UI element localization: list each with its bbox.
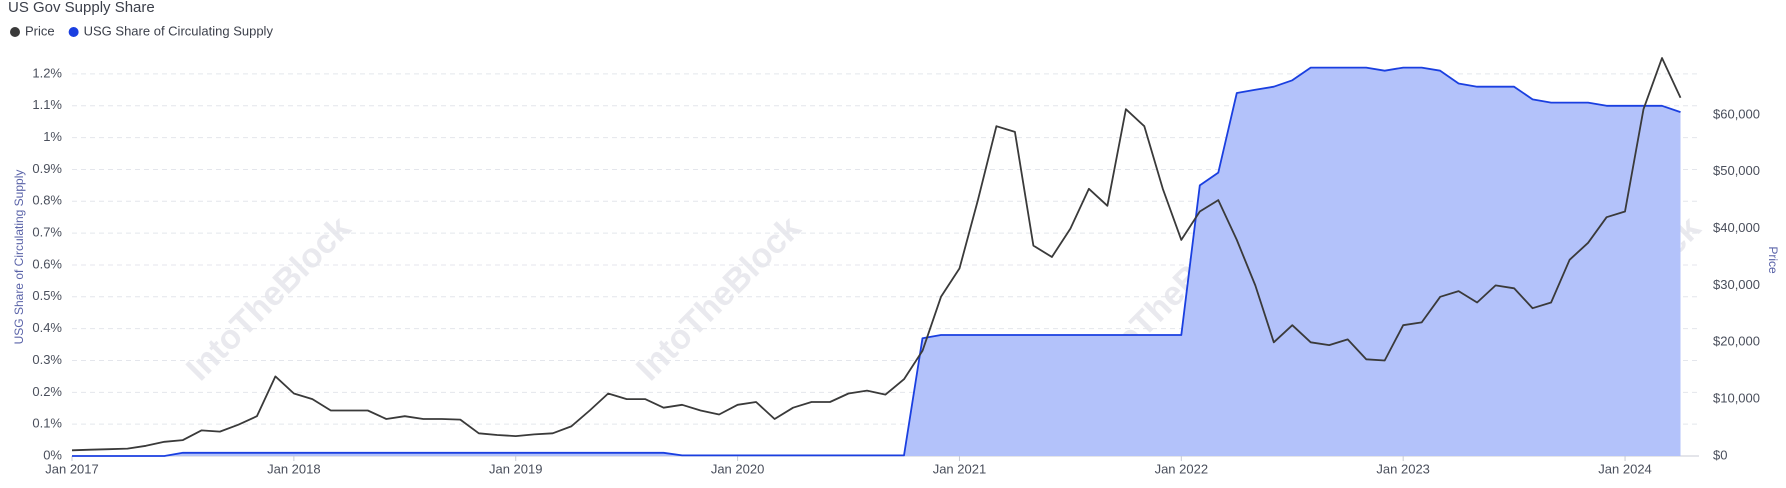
y-tick-label: 1.2% xyxy=(32,65,62,80)
y-tick-label: 0.2% xyxy=(32,384,62,399)
watermark: IntoTheBlock xyxy=(629,209,808,388)
y2-tick-label: $10,000 xyxy=(1713,391,1760,406)
y2-tick-label: $60,000 xyxy=(1713,106,1760,121)
y-tick-label: 1% xyxy=(43,129,62,144)
area xyxy=(72,67,1681,456)
legend-label: Price xyxy=(25,23,55,38)
x-tick-label: Jan 2021 xyxy=(933,461,987,476)
y-axis-title: USG Share of Circulating Supply xyxy=(12,170,26,345)
x-tick-label: Jan 2017 xyxy=(45,461,99,476)
y-tick-label: 0.7% xyxy=(32,225,62,240)
x-tick-label: Jan 2022 xyxy=(1155,461,1209,476)
y2-tick-label: $0 xyxy=(1713,447,1727,462)
y-tick-label: 0.8% xyxy=(32,193,62,208)
y-tick-label: 0.1% xyxy=(32,416,62,431)
y2-tick-label: $50,000 xyxy=(1713,163,1760,178)
x-tick-label: Jan 2023 xyxy=(1376,461,1430,476)
y2-tick-label: $20,000 xyxy=(1713,334,1760,349)
y2-tick-label: $30,000 xyxy=(1713,277,1760,292)
x-tick-label: Jan 2020 xyxy=(711,461,765,476)
y-tick-label: 1.1% xyxy=(32,97,62,112)
legend-dot xyxy=(10,27,20,37)
x-tick-label: Jan 2024 xyxy=(1598,461,1652,476)
y2-axis-title: Price xyxy=(1766,246,1780,274)
x-tick-label: Jan 2019 xyxy=(489,461,543,476)
watermark: IntoTheBlock xyxy=(179,209,358,388)
y-tick-label: 0.5% xyxy=(32,288,62,303)
chart-title: US Gov Supply Share xyxy=(8,0,155,16)
y-tick-label: 0.4% xyxy=(32,320,62,335)
x-tick-label: Jan 2018 xyxy=(267,461,321,476)
line xyxy=(71,57,1682,452)
y-tick-label: 0.9% xyxy=(32,161,62,176)
y-tick-label: 0% xyxy=(43,447,62,462)
y2-tick-label: $40,000 xyxy=(1713,220,1760,235)
y-tick-label: 0.3% xyxy=(32,352,62,367)
line xyxy=(72,66,1681,457)
legend-label: USG Share of Circulating Supply xyxy=(84,23,274,38)
legend-dot xyxy=(68,27,79,37)
y-tick-label: 0.6% xyxy=(32,256,62,271)
